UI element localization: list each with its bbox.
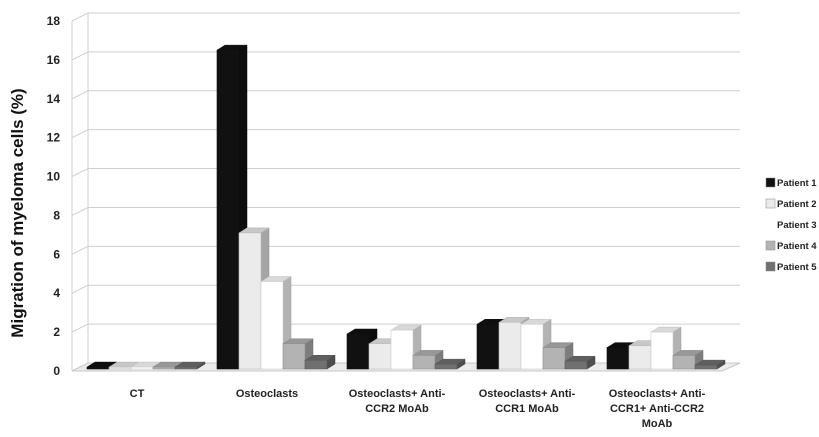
- bar: [304, 354, 336, 370]
- legend-item: Patient 4: [765, 240, 817, 252]
- y-tick-label: 0: [53, 364, 60, 378]
- bar-front: [412, 355, 436, 370]
- bar-front: [282, 343, 306, 370]
- gridline-side: [71, 90, 89, 100]
- bar-front: [520, 323, 544, 370]
- y-tick-labels: 0 2 4 6 8 10 12 14 16 18: [47, 14, 61, 378]
- gridline-side: [71, 284, 89, 294]
- y-tick-label: 18: [47, 14, 61, 28]
- bars: [86, 44, 726, 370]
- legend-label: Patient 5: [777, 262, 817, 273]
- gridline-side: [71, 12, 89, 22]
- gridline-side: [71, 51, 89, 61]
- gridline-side: [71, 245, 89, 255]
- y-tick-label: 8: [53, 208, 60, 222]
- legend-swatch: [765, 261, 776, 272]
- bar-front: [86, 366, 110, 370]
- bar: [520, 318, 552, 370]
- legend-label: Patient 4: [777, 241, 817, 252]
- y-axis-label: Migration of myeloma cells (%): [8, 88, 27, 337]
- gridline-side: [71, 206, 89, 216]
- legend-swatch: [765, 240, 776, 251]
- bar-front: [542, 347, 566, 370]
- bar-front: [606, 347, 630, 370]
- legend-swatch: [765, 198, 776, 209]
- bar: [216, 44, 248, 370]
- y-tick-label: 16: [47, 53, 61, 67]
- bar-front: [498, 322, 522, 370]
- category-label: Osteoclasts+ Anti-CCR1 MoAb: [479, 388, 576, 415]
- legend-item: Patient 2: [765, 198, 817, 210]
- category-label: CT: [130, 388, 145, 400]
- y-tick-label: 14: [47, 92, 61, 106]
- gridline-side: [71, 323, 89, 333]
- y-tick-label: 10: [47, 170, 61, 184]
- bar-front: [130, 366, 154, 370]
- bar: [434, 358, 466, 370]
- bar-front: [260, 281, 284, 370]
- bar-front: [216, 49, 240, 370]
- bar-front: [152, 366, 176, 370]
- legend-swatch: [765, 177, 776, 188]
- bar: [564, 355, 596, 370]
- category-labels: CT Osteoclasts Osteoclasts+ Anti-CCR2 MoAb…: [130, 388, 706, 430]
- bar-front: [672, 355, 696, 370]
- bar-front: [650, 331, 674, 370]
- legend: Patient 1 Patient 2 Patient 3 Patient 4 Pati…: [765, 177, 817, 273]
- category-label: Osteoclasts+ Anti-CCR2 MoAb: [349, 388, 446, 415]
- bar-front: [238, 232, 262, 370]
- bar-front: [564, 360, 588, 370]
- bar-front: [434, 363, 458, 370]
- bar: [694, 359, 726, 370]
- gridlines: [71, 12, 741, 372]
- bar-front: [476, 323, 500, 370]
- gridline-side: [71, 129, 89, 139]
- category-label: Osteoclasts: [236, 388, 298, 400]
- legend-label: Patient 3: [777, 220, 817, 231]
- gridline-side: [71, 168, 89, 178]
- bar-front: [694, 364, 718, 370]
- category-label: Osteoclasts+ Anti-CCR1+ Anti-CCR2 MoAb: [609, 388, 706, 430]
- bar-front: [390, 329, 414, 370]
- legend-swatch: [765, 219, 776, 230]
- bar: [174, 361, 206, 370]
- bar-front: [304, 359, 328, 370]
- y-tick-label: 4: [53, 286, 60, 300]
- legend-label: Patient 2: [777, 199, 817, 210]
- bar-front: [628, 345, 652, 370]
- legend-item: Patient 3: [765, 219, 817, 231]
- legend-label: Patient 1: [777, 178, 817, 189]
- legend-item: Patient 1: [765, 177, 817, 189]
- bar-front: [108, 366, 132, 370]
- y-tick-label: 6: [53, 247, 60, 261]
- y-tick-label: 2: [53, 325, 60, 339]
- y-tick-label: 12: [47, 131, 61, 145]
- bar: [390, 324, 422, 370]
- bar-front: [368, 343, 392, 370]
- legend-item: Patient 5: [765, 261, 817, 273]
- bar-front: [346, 333, 370, 370]
- bar-front: [174, 366, 198, 370]
